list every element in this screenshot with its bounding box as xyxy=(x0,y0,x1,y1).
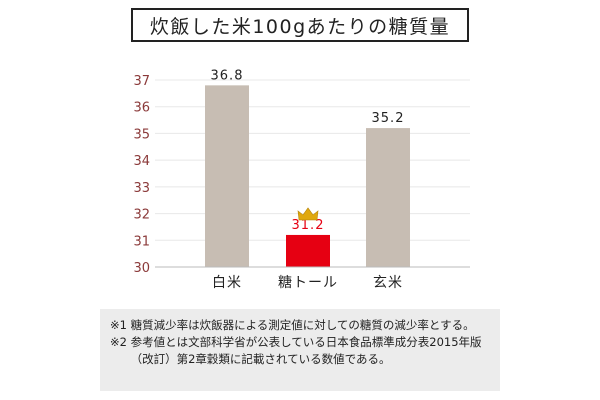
y-tick-label: 36 xyxy=(133,101,150,116)
footnote-1: ※1 糖質減少率は炊飯器による測定値に対しての糖質の減少率とする。 xyxy=(110,317,490,334)
category-label: 糖トール xyxy=(278,275,338,291)
y-tick-label: 31 xyxy=(133,234,150,249)
crown-icon xyxy=(297,207,319,221)
footnote-text: 糖質減少率は炊飯器による測定値に対しての糖質の減少率とする。 xyxy=(130,318,475,332)
bar xyxy=(286,234,330,267)
category-label: 白米 xyxy=(212,275,242,291)
bar xyxy=(205,85,249,267)
data-label: 31.2 xyxy=(292,218,325,233)
bar xyxy=(366,128,410,267)
category-label: 玄米 xyxy=(373,274,403,291)
footnote-2: ※2 参考値とは文部科学省が公表している日本食品標準成分表2015年版（改訂）第… xyxy=(110,334,490,368)
y-tick-label: 30 xyxy=(133,261,150,276)
y-tick-label: 35 xyxy=(133,127,150,142)
data-label: 36.8 xyxy=(211,68,244,83)
y-tick-label: 33 xyxy=(133,181,150,196)
footnote-text: 参考値とは文部科学省が公表している日本食品標準成分表2015年版（改訂）第2章穀… xyxy=(130,335,482,366)
footnote-mark: ※1 xyxy=(110,318,131,332)
data-label: 35.2 xyxy=(372,111,405,126)
y-tick-label: 34 xyxy=(133,154,150,169)
y-tick-label: 37 xyxy=(133,74,150,89)
footnote-mark: ※2 xyxy=(110,335,131,349)
chart-title: 炊飯した米100gあたりの糖質量 xyxy=(131,8,469,42)
y-tick-label: 32 xyxy=(133,208,150,223)
footnote-box: ※1 糖質減少率は炊飯器による測定値に対しての糖質の減少率とする。 ※2 参考値… xyxy=(100,309,500,391)
